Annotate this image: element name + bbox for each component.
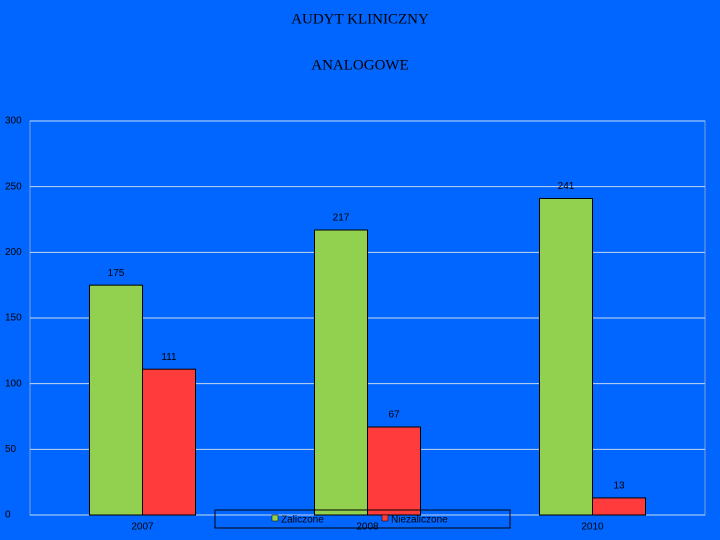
x-tick-label: 2008	[356, 522, 379, 533]
bar	[539, 197, 593, 516]
legend-swatch	[381, 514, 389, 522]
data-label: 241	[558, 181, 575, 192]
y-tick-label: 50	[5, 444, 17, 455]
data-label: 175	[108, 268, 125, 279]
data-label: 111	[161, 352, 177, 363]
legend-box	[214, 509, 511, 529]
legend-label: Zaliczone	[281, 515, 324, 526]
y-tick-label: 250	[5, 181, 22, 192]
y-tick-label: 100	[5, 378, 22, 389]
legend-swatch	[271, 514, 279, 522]
bar	[142, 368, 196, 516]
data-label: 67	[388, 410, 400, 421]
bar	[592, 497, 646, 516]
y-tick-label: 300	[5, 116, 22, 127]
chart-title: AUDYT KLINICZNY	[291, 11, 429, 27]
y-tick-label: 0	[5, 510, 11, 521]
x-tick-label: 2010	[581, 522, 604, 533]
chart-subtitle: ANALOGOWE	[311, 57, 408, 73]
y-tick-label: 200	[5, 247, 22, 258]
data-label: 13	[613, 481, 625, 492]
bar	[367, 426, 421, 516]
bar	[314, 229, 368, 516]
data-label: 217	[333, 213, 350, 224]
x-tick-label: 2007	[131, 522, 154, 533]
y-tick-label: 150	[5, 313, 22, 324]
bar	[89, 284, 143, 516]
legend-label: Niezaliczone	[391, 515, 448, 526]
